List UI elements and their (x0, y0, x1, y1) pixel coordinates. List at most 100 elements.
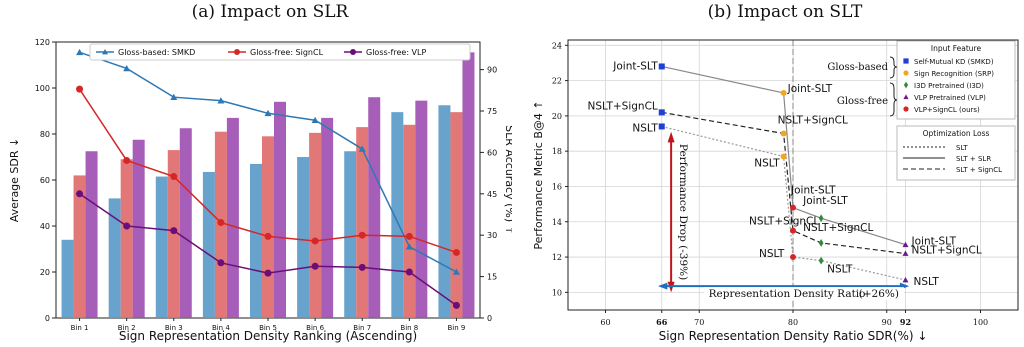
data-point (780, 130, 787, 137)
legend-loss-box (896, 125, 1016, 181)
y-tick-label: 18 (552, 147, 562, 156)
drop-annotation: Performance Drop (-39%) (677, 144, 689, 280)
legend-label: Sign Recognition (SRP) (914, 70, 994, 78)
bar (155, 176, 168, 318)
line-point (264, 109, 272, 117)
bar (450, 112, 463, 319)
legend-loss: Optimization Loss SLT SLT + SLR SLT + SignC… (896, 125, 1016, 181)
y2-tick-label: 90 (487, 66, 497, 75)
line-point (217, 97, 225, 104)
x-tick-label: 60 (600, 318, 610, 327)
legend-input-box (896, 40, 1016, 120)
data-point (658, 63, 665, 70)
line-point (217, 259, 225, 267)
legend-label: VLP+SignCL (ours) (914, 106, 980, 114)
legend-input-title: Input Feature (931, 44, 982, 53)
line-point (452, 248, 460, 256)
bar (297, 157, 310, 318)
bar (250, 163, 262, 318)
data-point (790, 254, 796, 261)
point-label: NSLT (632, 122, 658, 134)
y2-tick-label: 15 (487, 273, 497, 282)
legend-loss-label: SLT (956, 144, 968, 152)
legend-box (89, 43, 471, 61)
legend-label: Gloss-based: SMKD (118, 48, 195, 57)
bar (403, 124, 416, 318)
line-point (311, 237, 319, 245)
y2-tick-label: 75 (487, 107, 497, 116)
bar (309, 132, 322, 318)
bar (262, 136, 274, 318)
bar (415, 100, 428, 319)
line-point (76, 48, 84, 56)
data-point (658, 109, 665, 116)
x-tick-label: Bin 6 (306, 324, 324, 332)
y-tick-label: 10 (552, 288, 562, 297)
y-tick-label: 0 (45, 314, 50, 323)
line-point (217, 219, 225, 227)
y2-tick-label: 30 (487, 231, 497, 240)
drop-arrow-head (667, 131, 675, 143)
bar (226, 117, 239, 319)
point-label: Joint-SLT (911, 236, 957, 248)
line-point (405, 268, 413, 276)
ratio-arrow-head (658, 282, 668, 290)
line-point (76, 85, 84, 93)
line-point (358, 145, 366, 152)
data-point (902, 250, 909, 256)
chart-b-slt: 60 66 70 80 90 92 100 10 12 14 16 18 20 22 24 Joint-SLT… (532, 39, 1019, 343)
legend-marker (903, 70, 909, 76)
x-tick-label: Bin 9 (448, 324, 466, 332)
y-tick-label: 12 (552, 253, 562, 262)
ratio-annotation: Representation Density Ratio (709, 288, 866, 300)
legend-label: Gloss-free: VLP (366, 48, 426, 57)
legend-marker (350, 49, 356, 55)
x-tick-label: 66 (656, 317, 668, 327)
y-tick-label: 22 (552, 77, 562, 86)
y2-tick-label: 60 (487, 148, 497, 157)
point-label: NSLT+SignCL (749, 216, 819, 228)
point-label: Joint-SLT (790, 185, 836, 197)
line-point (264, 232, 272, 240)
point-label: NSLT+SignCL (588, 100, 658, 112)
point-label: Joint-SLT (612, 60, 658, 72)
group-label-gloss-free: Gloss-free (837, 96, 888, 107)
bar (202, 171, 215, 318)
data-point (658, 123, 665, 130)
line-point (123, 156, 131, 164)
line-point (405, 232, 413, 240)
legend-marker (903, 94, 909, 100)
chart-b-title: (b) Impact on SLT (707, 2, 863, 22)
y2-tick-label: 45 (487, 190, 497, 199)
legend-loss-title: Optimization Loss (923, 129, 990, 138)
line-point (123, 64, 131, 72)
x-tick-label: 100 (973, 318, 988, 327)
ratio-label-bg (703, 287, 904, 301)
line-point (170, 93, 178, 100)
y-axis-label: Performance Metric B@4 ↑ (532, 100, 545, 249)
bar (368, 97, 381, 318)
x-tick-label: 90 (882, 318, 892, 327)
y-tick-label: 60 (40, 176, 50, 185)
bar (274, 101, 286, 318)
y-tick-label: 80 (40, 130, 50, 139)
bar (179, 128, 192, 318)
line-point (358, 263, 366, 271)
data-point (790, 204, 796, 211)
line-point (76, 190, 84, 198)
point-label: NSLT (827, 264, 853, 276)
point-label: NSLT+SignCL (778, 115, 848, 127)
x-tick-label: Bin 7 (353, 324, 371, 332)
legend-marker (903, 81, 909, 89)
legend: Gloss-based: SMKD Gloss-free: SignCL Gloss… (89, 43, 471, 61)
data-point (818, 239, 824, 247)
legend-label: Gloss-free: SignCL (250, 48, 324, 57)
bar (344, 151, 357, 318)
bar (61, 239, 74, 318)
bar (73, 175, 86, 318)
y-tick-label: 100 (35, 84, 50, 93)
y-tick-label: 20 (552, 112, 562, 121)
y2-tick-label: 0 (487, 314, 492, 323)
data-point (780, 153, 787, 160)
ratio-percent: (+26%) (859, 288, 899, 300)
